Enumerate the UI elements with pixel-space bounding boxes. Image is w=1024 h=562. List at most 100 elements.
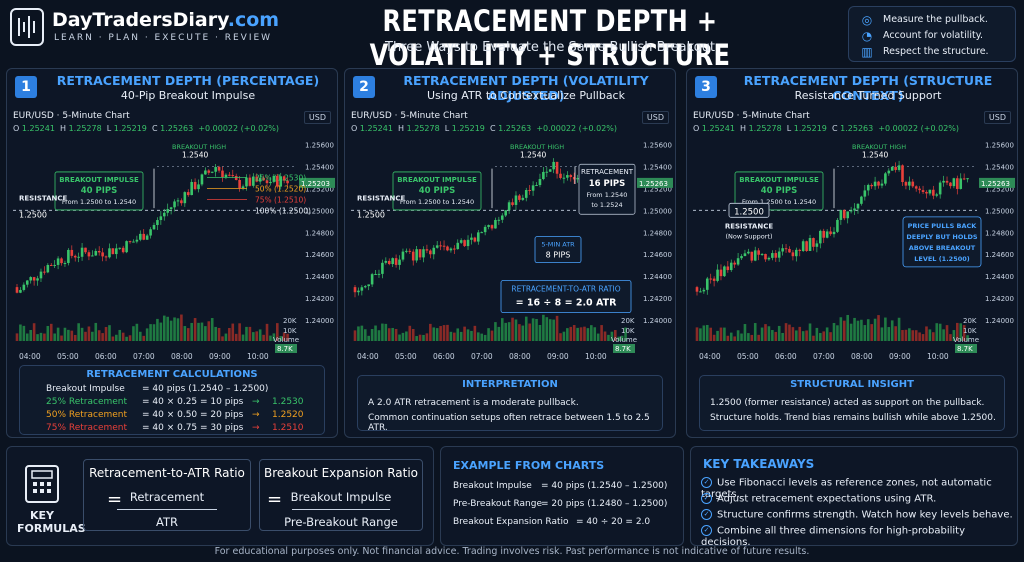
candle-body (798, 249, 802, 251)
ohlc-readout: O 1.25241 H 1.25278 L 1.25219 C 1.25263 … (351, 124, 617, 133)
brand-name[interactable]: DayTradersDiary.com (52, 9, 280, 31)
candle-body (959, 178, 963, 189)
candle-body (480, 232, 484, 234)
candle-body (97, 250, 101, 253)
volume-bar (439, 326, 442, 341)
resistance-label: RESISTANCE (725, 222, 774, 230)
candle-body (435, 245, 439, 248)
candle-body (719, 269, 723, 277)
candle-body (200, 174, 204, 185)
candle-body (190, 181, 193, 196)
disclaimer: For educational purposes only. Not finan… (214, 546, 810, 557)
candle-body (245, 177, 248, 187)
volume-bar (805, 330, 808, 341)
price-chart[interactable]: 1.25600 1.25400 1.25200 1.25000 1.24800 1.246… (7, 133, 339, 365)
volume-bar (925, 326, 928, 341)
volume-bar (477, 332, 480, 341)
bars-icon: ▥ (861, 45, 873, 59)
price-chart[interactable]: 1.25600 1.25400 1.25200 1.25000 1.24800 1.246… (345, 133, 677, 365)
candle-body (562, 177, 566, 179)
breakout-high-label: BREAKOUT HIGH (852, 143, 906, 151)
volume-bar (932, 332, 935, 341)
volume-bar (204, 326, 207, 341)
candle-body (473, 237, 477, 242)
time-tick-label: 06:00 (95, 352, 117, 361)
time-tick-label: 09:00 (889, 352, 911, 361)
candle-body (53, 264, 56, 266)
candle-body (207, 170, 211, 173)
calc-formula: = 40 × 0.50 = 20 pips (142, 410, 244, 420)
volume-bar (494, 322, 497, 341)
volume-bar (699, 328, 702, 341)
volume-bar (846, 314, 849, 341)
candle-body (121, 247, 125, 253)
volume-bar (276, 323, 279, 341)
last-price-value: 1.25263 (981, 180, 1010, 188)
candle-body (801, 241, 805, 251)
impulse-title: BREAKOUT IMPULSE (59, 176, 139, 184)
volume-bar (415, 336, 418, 341)
candle-body (839, 210, 843, 220)
candle-body (228, 174, 231, 176)
volume-bar (183, 326, 187, 341)
volume-bar (812, 335, 815, 341)
formula-atr-ratio: Retracement-to-ATR Ratio Retracement ATR (83, 459, 251, 531)
chart-pair: EUR/USD · 5-Minute Chart (13, 111, 130, 121)
calc-formula: = 40 pips (1.2540 – 1.2500) (142, 384, 269, 394)
candle-body (67, 249, 70, 263)
candle-body (897, 165, 901, 170)
example-title: EXAMPLE FROM CHARTS (453, 459, 605, 472)
callout-line: PRICE PULLS BACK (908, 222, 978, 230)
candle-body (176, 200, 180, 202)
candle-body (363, 286, 367, 288)
candle-body (84, 247, 87, 253)
candle-body (446, 246, 449, 251)
volume-bar (374, 325, 377, 341)
currency-badge: USD (641, 111, 669, 124)
candle-body (162, 212, 166, 217)
candle-body (398, 259, 401, 265)
volume-bar (497, 326, 501, 341)
volume-bar (901, 330, 904, 341)
resistance-label: RESISTANCE (357, 194, 406, 202)
volume-value: 8.7K (957, 345, 973, 353)
volume-value: 8.7K (277, 345, 293, 353)
price-tick-label: 1.24400 (985, 273, 1014, 281)
volume-bar (586, 328, 590, 341)
currency-badge: USD (303, 111, 331, 124)
candle-body (111, 248, 115, 255)
candle-body (757, 250, 760, 255)
volume-bar (743, 324, 747, 341)
candle-body (812, 238, 815, 247)
candle-body (415, 249, 418, 261)
volume-bar (559, 333, 562, 341)
breakout-high-label: BREAKOUT HIGH (510, 143, 564, 151)
brand-tagline: LEARN · PLAN · EXECUTE · REVIEW (54, 33, 273, 43)
candle-body (360, 287, 364, 291)
candle-body (753, 250, 757, 261)
volume-bar (795, 330, 798, 341)
candle-body (80, 247, 84, 257)
candle-body (504, 210, 507, 216)
atr-box (534, 236, 582, 264)
volume-bar (77, 323, 80, 341)
takeaway-item: ✓ Structure confirms strength. Watch how … (701, 509, 1013, 521)
volume-bar (43, 333, 46, 341)
volume-bar (228, 328, 231, 341)
candle-body (918, 188, 921, 191)
volume-bar (480, 333, 484, 341)
volume-bar (504, 322, 507, 341)
candle-body (56, 258, 60, 265)
volume-bar (39, 332, 43, 341)
candle-body (384, 260, 388, 263)
price-chart[interactable]: 1.25600 1.25400 1.25200 1.25000 1.24800 1.246… (687, 133, 1019, 365)
calc-title: RETRACEMENT CALCULATIONS (86, 369, 258, 380)
volume-bar (405, 331, 408, 341)
volume-bar (29, 329, 32, 341)
volume-bar (945, 325, 949, 341)
volume-bar (135, 323, 139, 341)
example-row: Breakout Impulse (453, 481, 532, 491)
candle-body (49, 264, 53, 266)
volume-bar (101, 333, 104, 341)
price-tick-label: 1.25400 (643, 163, 672, 171)
